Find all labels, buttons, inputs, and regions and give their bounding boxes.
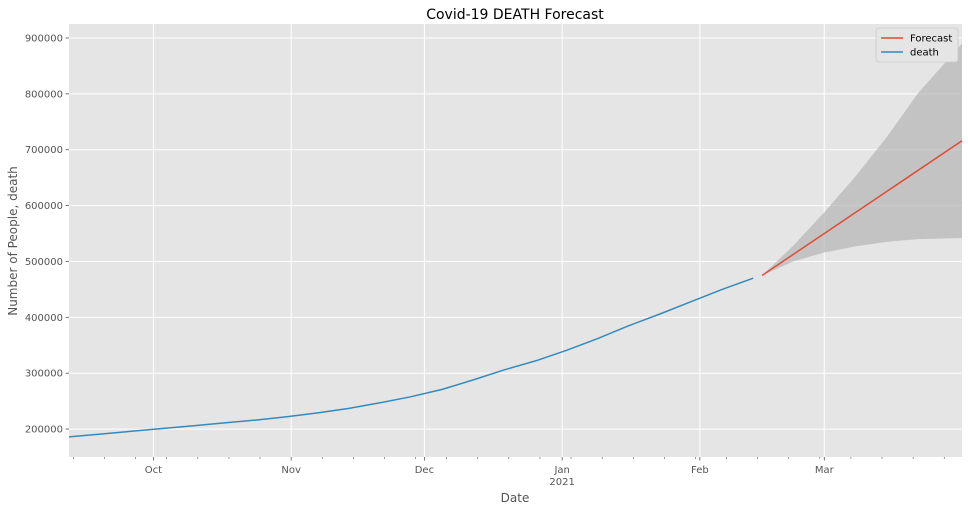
chart-title: Covid-19 DEATH Forecast xyxy=(426,7,604,23)
y-tick-label: 600000 xyxy=(25,201,63,212)
grid xyxy=(69,24,962,457)
y-tick-label: 900000 xyxy=(25,33,63,44)
x-tick-label: Jan xyxy=(553,465,569,476)
minor-ticks xyxy=(73,457,945,459)
x-tick-sublabel: 2021 xyxy=(549,477,574,488)
x-tick-label: Oct xyxy=(145,465,162,476)
y-axis-label: Number of People, death xyxy=(6,166,20,316)
y-tick-label: 300000 xyxy=(25,369,63,380)
y-tick-label: 500000 xyxy=(25,257,63,268)
series-line-death xyxy=(68,277,754,438)
y-tick-label: 700000 xyxy=(25,145,63,156)
series-line-forecast xyxy=(761,140,963,277)
y-tick-label: 400000 xyxy=(25,313,63,324)
y-axis-ticks: 200000 300000 400000 500000 600000 700000 8000… xyxy=(25,33,69,436)
x-tick-label: Mar xyxy=(815,465,835,476)
x-tick-label: Nov xyxy=(281,465,301,476)
y-tick-label: 200000 xyxy=(25,425,63,436)
legend-label-death: death xyxy=(910,48,939,59)
legend-box xyxy=(875,27,959,63)
y-tick-label: 800000 xyxy=(25,89,63,100)
x-tick-label: Dec xyxy=(415,465,434,476)
legend: Forecast death xyxy=(875,27,959,63)
x-axis-label: Date xyxy=(501,491,530,505)
x-tick-label: Feb xyxy=(691,465,709,476)
legend-label-forecast: Forecast xyxy=(910,34,952,45)
forecast-confidence-interval xyxy=(762,43,962,276)
